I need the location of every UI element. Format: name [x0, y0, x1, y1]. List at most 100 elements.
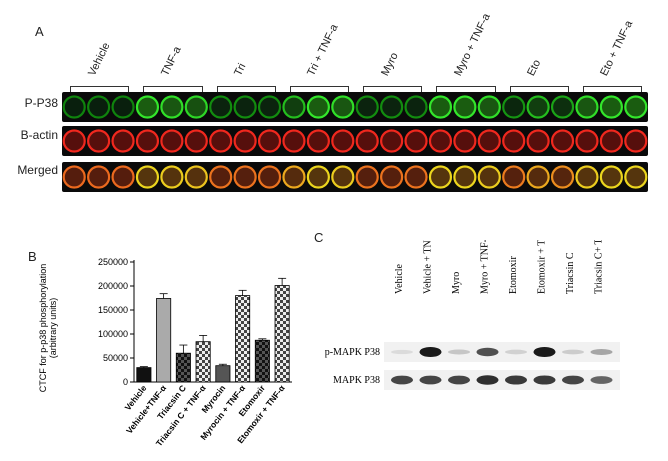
blot-band — [590, 376, 613, 384]
well — [453, 165, 477, 189]
well — [453, 95, 477, 119]
blot-band — [419, 346, 442, 358]
blot-membrane — [384, 370, 620, 390]
row-label-merged: Merged — [17, 163, 58, 177]
group-label: Tri + TNF-a — [305, 22, 341, 78]
well — [575, 95, 599, 119]
well — [526, 95, 550, 119]
well — [599, 95, 623, 119]
blot-band — [476, 347, 499, 357]
well — [355, 165, 379, 189]
group-bracket — [509, 86, 569, 92]
group-bracket — [582, 86, 642, 92]
well — [599, 165, 623, 189]
well — [331, 129, 355, 153]
well — [550, 165, 575, 189]
group-label: Tri — [232, 61, 249, 78]
well — [599, 129, 623, 153]
well — [355, 95, 379, 119]
well — [404, 95, 428, 119]
blot-band — [391, 375, 413, 385]
bar — [195, 341, 211, 383]
bar — [215, 365, 231, 383]
group-bracket — [289, 86, 349, 92]
lane-label: Etomoxir — [508, 256, 519, 294]
well — [331, 165, 355, 189]
well — [477, 129, 501, 153]
well — [135, 165, 160, 189]
well — [62, 129, 86, 153]
bar — [175, 352, 191, 383]
well — [428, 95, 453, 119]
well — [62, 165, 86, 189]
panel-b-letter: B — [28, 249, 37, 264]
blot-band — [533, 346, 556, 358]
well — [62, 95, 86, 119]
well — [233, 95, 257, 119]
group-label: Eto + TNF-a — [598, 18, 636, 78]
well-strip-p-p38 — [62, 92, 648, 122]
panel-c-western-blot: Vehicle Vehicle + TNF-α Myro Myro + TNF-α Et… — [325, 240, 620, 390]
blot-membrane — [384, 342, 620, 362]
well — [428, 165, 453, 189]
blot-row-label: p-MAPK P38 — [325, 347, 380, 358]
bar — [156, 298, 172, 383]
well — [575, 129, 599, 153]
well-plate-image — [62, 92, 648, 192]
well — [502, 129, 526, 153]
well — [209, 129, 233, 153]
group-label: Myro + TNF-a — [452, 11, 493, 79]
well — [233, 129, 257, 153]
well — [404, 129, 428, 153]
well — [87, 129, 111, 153]
well — [550, 95, 575, 119]
y-tick-label: 50000 — [103, 353, 128, 363]
well — [233, 165, 257, 189]
bar — [254, 339, 270, 383]
well — [184, 95, 208, 119]
blot-band — [476, 375, 499, 385]
row-label-b-actin: B-actin — [20, 128, 58, 142]
lane-label: Triacsin C+ TNF-α — [594, 240, 605, 294]
well — [160, 165, 184, 189]
well — [550, 129, 575, 153]
blot-band — [562, 375, 584, 385]
well — [111, 129, 135, 153]
well — [209, 95, 233, 119]
well — [184, 129, 208, 153]
well — [477, 95, 501, 119]
blot-band — [419, 375, 442, 385]
well — [160, 95, 184, 119]
well — [502, 95, 526, 119]
well — [624, 129, 648, 153]
well — [331, 95, 355, 119]
group-label: Eto — [525, 57, 544, 78]
lane-label: Vehicle + TNF-α — [423, 240, 434, 294]
well — [257, 95, 282, 119]
blot-band — [562, 349, 584, 355]
well — [624, 165, 648, 189]
well — [111, 165, 135, 189]
well — [306, 95, 330, 119]
well — [184, 165, 208, 189]
well — [477, 165, 501, 189]
y-tick-label: 0 — [123, 377, 128, 387]
well — [282, 165, 306, 189]
group-label: Vehicle — [85, 40, 113, 78]
panel-a-letter: A — [35, 24, 44, 39]
well — [575, 165, 599, 189]
well — [282, 95, 306, 119]
well — [135, 95, 160, 119]
y-tick-label: 100000 — [98, 329, 128, 339]
well — [135, 129, 160, 153]
well — [380, 129, 404, 153]
lane-label: Vehicle — [394, 263, 405, 294]
blot-band — [590, 349, 613, 355]
blot-band — [448, 375, 470, 385]
group-bracket — [143, 86, 203, 92]
well — [282, 129, 306, 153]
well — [453, 129, 477, 153]
blot-band — [448, 349, 470, 355]
y-tick-label: 150000 — [98, 305, 128, 315]
